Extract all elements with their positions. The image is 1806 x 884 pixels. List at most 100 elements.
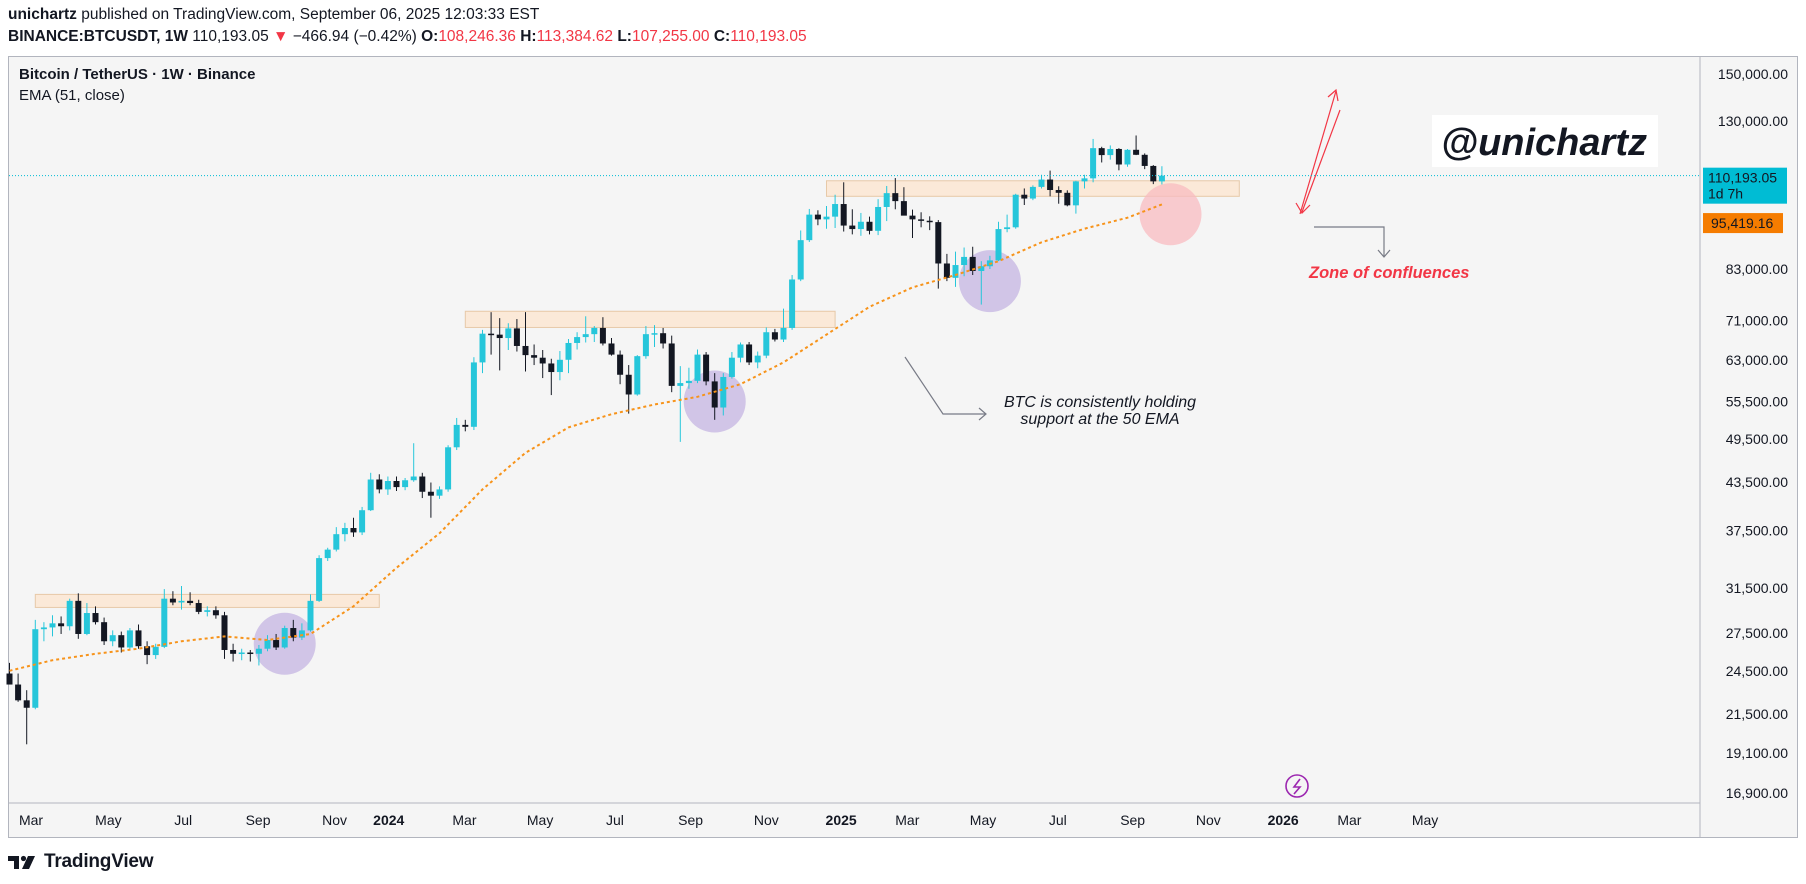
candle-body: [754, 355, 761, 363]
x-tick-label: Nov: [322, 812, 347, 828]
price-badge: 110,193.05 1d 7h: [1703, 167, 1787, 204]
candle-body: [1029, 186, 1036, 199]
x-tick-label: May: [527, 812, 553, 828]
candle-body: [634, 356, 641, 395]
candle-70: [608, 338, 615, 356]
x-tick-label: Jul: [606, 812, 624, 828]
candle-body: [866, 221, 873, 231]
close-value: 110,193.05: [730, 28, 807, 45]
candle-body: [892, 193, 899, 202]
candle-20: [178, 585, 185, 610]
ema-note-bg: [993, 391, 1225, 431]
indicator-legend[interactable]: EMA (51, close): [19, 87, 125, 104]
candle-body: [746, 344, 753, 363]
candle-body: [161, 598, 168, 647]
candle-106: [918, 212, 925, 228]
candle-body: [410, 476, 417, 481]
candle-body: [402, 480, 409, 488]
candle-11: [101, 617, 108, 645]
candle-body: [814, 214, 821, 220]
candle-91: [789, 275, 796, 330]
ema-note-line2: support at the 50 EMA: [1020, 411, 1179, 428]
candle-body: [1055, 190, 1062, 193]
candle-body: [1072, 181, 1079, 206]
candle-body: [1004, 227, 1011, 230]
candle-body: [806, 214, 813, 241]
candle-body: [1098, 148, 1105, 156]
author-name[interactable]: unichartz: [8, 6, 77, 23]
candle-126: [1090, 138, 1097, 183]
target-circle: [1139, 183, 1202, 246]
candle-body: [496, 334, 503, 339]
candle-39: [341, 522, 348, 542]
candle-body: [651, 333, 658, 335]
candle-40: [350, 517, 357, 537]
candle-body: [1115, 148, 1122, 165]
candle-body: [109, 635, 116, 642]
candle-body: [677, 383, 684, 386]
candle-80: [694, 349, 701, 384]
candle-112: [969, 246, 976, 276]
candle-body: [1038, 179, 1045, 187]
candle-0: [6, 662, 13, 685]
candle-body: [513, 328, 520, 346]
watermark-bg: [1432, 115, 1658, 167]
candle-100: [866, 216, 873, 235]
candle-body: [720, 376, 727, 408]
y-tick-label: 21,500.00: [1726, 706, 1788, 722]
candle-58: [505, 323, 512, 351]
candle-body: [918, 219, 925, 221]
candle-64: [556, 351, 563, 381]
y-tick-label: 55,500.00: [1726, 394, 1788, 410]
candle-body: [883, 193, 890, 207]
candle-body: [617, 354, 624, 375]
y-tick-label: 43,500.00: [1726, 474, 1788, 490]
candle-9: [83, 603, 90, 636]
candle-23: [204, 606, 211, 617]
tradingview-brand[interactable]: TradingView: [44, 851, 154, 872]
last-price: 110,193.05: [192, 28, 269, 45]
candle-body: [608, 343, 615, 355]
candle-120: [1038, 174, 1045, 189]
candle-123: [1064, 190, 1071, 207]
candle-42: [367, 472, 374, 512]
candle-77: [668, 335, 675, 393]
open-label: O:: [421, 28, 439, 45]
candle-body: [737, 344, 744, 358]
x-tick-label: Jul: [174, 812, 192, 828]
candle-body: [599, 327, 606, 344]
price-change: −466.94 (−0.42%): [292, 28, 417, 45]
ema-badge-value: 95,419.16: [1711, 215, 1773, 231]
candle-102: [883, 185, 890, 222]
candle-body: [711, 381, 718, 408]
candle-29: [255, 644, 262, 666]
tradingview-logo-icon[interactable]: [8, 854, 38, 870]
candle-130: [1124, 148, 1131, 167]
chart-legend-title[interactable]: Bitcoin / TetherUS · 1W · Binance: [19, 66, 256, 83]
x-tick-label: Sep: [246, 812, 271, 828]
y-tick-label: 37,500.00: [1726, 523, 1788, 539]
candle-47: [410, 443, 417, 482]
low-value: 107,255.00: [631, 28, 710, 45]
candle-74: [642, 326, 649, 359]
candle-132: [1141, 153, 1148, 170]
candle-body: [763, 332, 770, 356]
candle-body: [273, 640, 280, 648]
candle-28: [247, 649, 254, 662]
high-value: 113,384.62: [536, 28, 613, 45]
candle-24: [212, 606, 219, 619]
projection-up-arrow-head: [1327, 88, 1339, 102]
candle-51: [445, 445, 452, 492]
candle-body: [935, 222, 942, 264]
candle-body: [1141, 154, 1148, 166]
candle-body: [789, 279, 796, 328]
candle-119: [1029, 185, 1036, 201]
candle-body: [969, 256, 976, 271]
candle-body: [1150, 165, 1157, 182]
candle-38: [333, 527, 340, 552]
candle-body: [238, 652, 245, 655]
candle-body: [75, 600, 82, 634]
candle-body: [118, 635, 125, 648]
candle-125: [1081, 174, 1088, 189]
